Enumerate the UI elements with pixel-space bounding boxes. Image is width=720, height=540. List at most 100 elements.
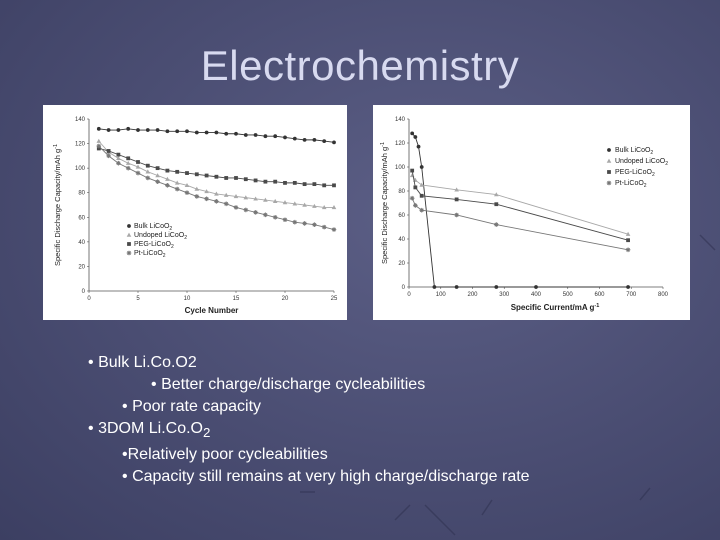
y-axis-label: Specific Discharge Capacity/mAh g-1	[53, 144, 62, 266]
data-point	[174, 180, 180, 185]
data-point	[253, 133, 258, 137]
data-point	[116, 160, 121, 166]
legend-marker	[127, 242, 131, 246]
data-point	[494, 222, 499, 227]
data-point	[454, 212, 459, 218]
series-line	[411, 133, 629, 288]
data-point	[454, 197, 459, 202]
data-point	[312, 222, 317, 227]
data-point	[145, 169, 151, 174]
legend-label: PEG-LiCoO2	[615, 169, 655, 178]
data-point	[224, 131, 229, 136]
legend-marker	[126, 232, 132, 237]
data-point	[135, 164, 141, 169]
data-point	[116, 155, 121, 161]
y-tick-label: 0	[402, 285, 406, 291]
data-point	[223, 192, 229, 197]
data-point	[419, 165, 424, 169]
bullet-item: •Relatively poor cycleabilities	[122, 446, 328, 464]
data-point	[243, 177, 248, 182]
data-point	[322, 139, 327, 144]
data-point	[282, 217, 288, 223]
data-point	[292, 136, 297, 141]
series-triangle	[409, 173, 631, 236]
legend-label: Undoped LiCoO2	[134, 232, 187, 241]
data-point	[243, 207, 249, 213]
data-point	[283, 180, 287, 185]
data-point	[214, 191, 219, 196]
data-point	[321, 224, 327, 230]
data-point	[165, 168, 170, 173]
data-point	[253, 178, 258, 183]
series-circle	[410, 131, 630, 289]
x-tick-label: 400	[531, 292, 542, 298]
x-tick-label: 300	[499, 292, 510, 298]
data-point	[96, 146, 101, 151]
x-tick-label: 10	[184, 296, 191, 302]
bullet-list: • Bulk Li.Co.O2 • Better charge/discharg…	[88, 352, 530, 488]
data-point	[204, 130, 209, 135]
data-point	[126, 126, 131, 131]
data-point	[625, 247, 631, 253]
x-tick-label: 25	[331, 296, 338, 302]
data-point	[322, 183, 327, 188]
data-point	[204, 189, 209, 194]
x-tick-label: 15	[233, 296, 240, 302]
data-point	[106, 153, 111, 159]
y-tick-label: 0	[82, 289, 86, 295]
data-point	[145, 163, 150, 168]
series-line	[98, 148, 334, 186]
series-star	[409, 195, 631, 253]
series-line	[98, 145, 335, 231]
slide-title: Electrochemistry	[200, 42, 520, 89]
data-point	[145, 175, 151, 181]
data-point	[416, 144, 421, 149]
series-square	[96, 146, 336, 188]
series-line	[411, 175, 629, 235]
bullet-item: • Bulk Li.Co.O2	[88, 354, 197, 371]
x-tick-label: 700	[626, 292, 637, 298]
data-point	[302, 221, 307, 226]
data-point	[155, 166, 160, 171]
data-point	[155, 179, 160, 184]
y-tick-label: 80	[398, 189, 405, 195]
y-tick-label: 20	[78, 264, 85, 270]
x-tick-label: 100	[436, 292, 447, 298]
legend-label: Bulk LiCoO2	[615, 147, 653, 156]
data-point	[312, 182, 317, 187]
data-point	[194, 194, 200, 199]
legend-label: PEG-LiCoO2	[134, 241, 174, 250]
data-point	[272, 198, 278, 204]
data-point	[253, 210, 258, 215]
data-point	[253, 196, 258, 201]
data-point	[155, 128, 160, 132]
data-point	[125, 165, 131, 171]
x-tick-label: 200	[467, 292, 478, 298]
y-tick-label: 120	[395, 141, 406, 147]
data-point	[125, 160, 131, 165]
x-tick-label: 0	[407, 292, 411, 298]
series-line	[98, 140, 334, 208]
legend-label: Bulk LiCoO2	[134, 223, 172, 232]
data-point	[194, 186, 200, 191]
data-point	[233, 194, 239, 199]
data-point	[155, 173, 160, 178]
data-point	[413, 185, 418, 190]
data-point	[494, 202, 499, 207]
data-point	[126, 156, 131, 161]
y-tick-label: 40	[78, 240, 85, 246]
data-point	[223, 201, 229, 207]
data-point	[302, 182, 307, 187]
data-point	[494, 285, 499, 289]
data-point	[204, 196, 209, 202]
data-point	[204, 173, 209, 178]
data-point	[96, 138, 102, 143]
data-point	[410, 168, 415, 173]
data-point	[234, 176, 238, 180]
y-axis-label: Specific Discharge Capacity/mAh g-1	[380, 142, 389, 264]
bullet-item: • 3DOM Li.Co.O2	[88, 420, 211, 441]
data-point	[332, 140, 336, 145]
y-tick-label: 120	[75, 142, 86, 148]
y-tick-label: 140	[395, 117, 406, 123]
y-tick-label: 60	[398, 213, 405, 219]
